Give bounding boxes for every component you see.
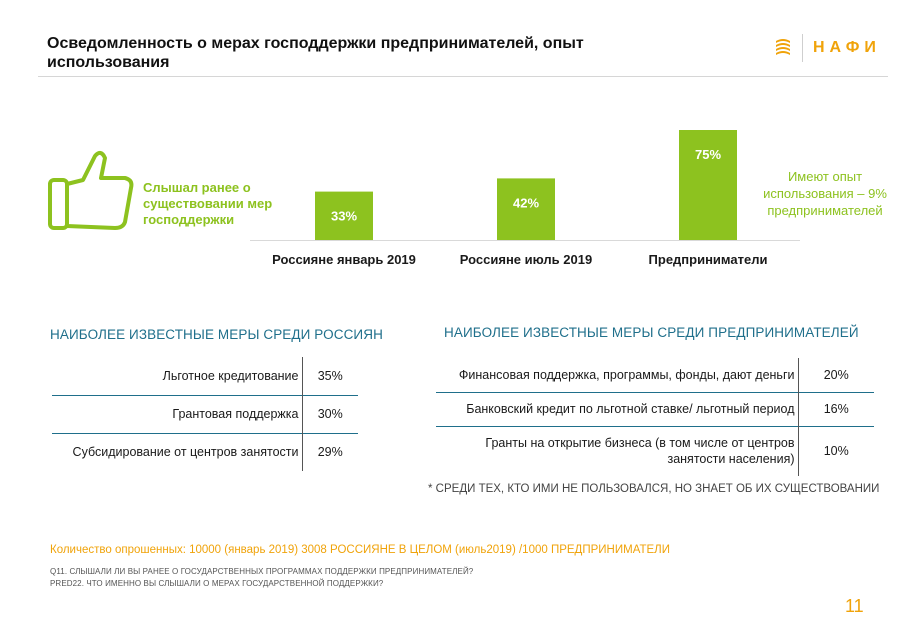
category-label: Россияне январь 2019 [272, 252, 416, 267]
entrepreneurs-measures-table: Финансовая поддержка, программы, фонды, … [436, 358, 874, 476]
usage-note: Имеют опыт использования – 9% предприним… [763, 169, 887, 218]
russians-measures-table: Льготное кредитование 35% Грантовая подд… [52, 357, 358, 471]
sample-size-note: Количество опрошенных: 10000 (январь 201… [50, 544, 670, 556]
nafi-logo: НАФИ [774, 34, 881, 62]
measure-label: Гранты на открытие бизнеса (в том числе … [436, 425, 799, 476]
bar-value-label: 42% [513, 195, 539, 210]
measure-value: 29% [302, 432, 358, 471]
russians-measures-title: НАИБОЛЕЕ ИЗВЕСТНЫЕ МЕРЫ СРЕДИ РОССИЯН [50, 327, 383, 342]
measure-value: 20% [823, 367, 849, 382]
measure-value: 10% [798, 425, 874, 476]
table-row: Грантовая поддержка 30% [52, 394, 358, 433]
bar-value-label: 33% [331, 209, 357, 224]
table-row: Финансовая поддержка, программы, фонды, … [436, 358, 874, 392]
logo-separator [802, 34, 803, 62]
category-label: Россияне июль 2019 [460, 252, 592, 267]
table-row: Льготное кредитование 35% [52, 357, 358, 395]
page-number: 11 [845, 596, 864, 616]
category-label: Предприниматели [649, 252, 768, 267]
logo-text: НАФИ [813, 39, 881, 56]
measure-label: Финансовая поддержка, программы, фонды, … [436, 358, 799, 392]
footnote: * СРЕДИ ТЕХ, КТО ИМИ НЕ ПОЛЬЗОВАЛСЯ, НО … [428, 483, 880, 495]
question-line: Q11. СЛЫШАЛИ ЛИ ВЫ РАНЕЕ О ГОСУДАРСТВЕНН… [50, 567, 474, 576]
bar [315, 191, 373, 240]
table-row: Банковский кредит по льготной ставке/ ль… [436, 391, 874, 426]
measure-label: Льготное кредитование [52, 357, 303, 395]
measure-value: 30% [302, 394, 358, 433]
bar [497, 178, 555, 240]
thumbs-up-icon [48, 151, 134, 230]
measure-value: 16% [798, 391, 874, 426]
table-row: Гранты на открытие бизнеса (в том числе … [436, 425, 874, 476]
awareness-caption: Слышал ранее о существовании мер господд… [143, 180, 273, 227]
question-line: PRED22. ЧТО ИМЕННО ВЫ СЛЫШАЛИ О МЕРАХ ГО… [50, 579, 384, 588]
measure-label: Субсидирование от центров занятости [52, 432, 303, 471]
table-row: Субсидирование от центров занятости 29% [52, 432, 358, 471]
bar [679, 130, 737, 240]
logo-mark-icon [776, 39, 790, 55]
measure-value: 35% [317, 368, 343, 383]
awareness-bar-chart: 33% Россияне январь 2019 42% Россияне июль … [250, 130, 800, 267]
entrepreneurs-measures-title: НАИБОЛЕЕ ИЗВЕСТНЫЕ МЕРЫ СРЕДИ ПРЕДПРИНИМ… [444, 325, 859, 340]
measure-label: Грантовая поддержка [52, 394, 303, 433]
page-title: Осведомленность о мерах господдержки пре… [47, 35, 584, 71]
bar-value-label: 75% [695, 147, 721, 162]
header-divider [38, 76, 888, 77]
measure-label: Банковский кредит по льготной ставке/ ль… [436, 391, 799, 426]
